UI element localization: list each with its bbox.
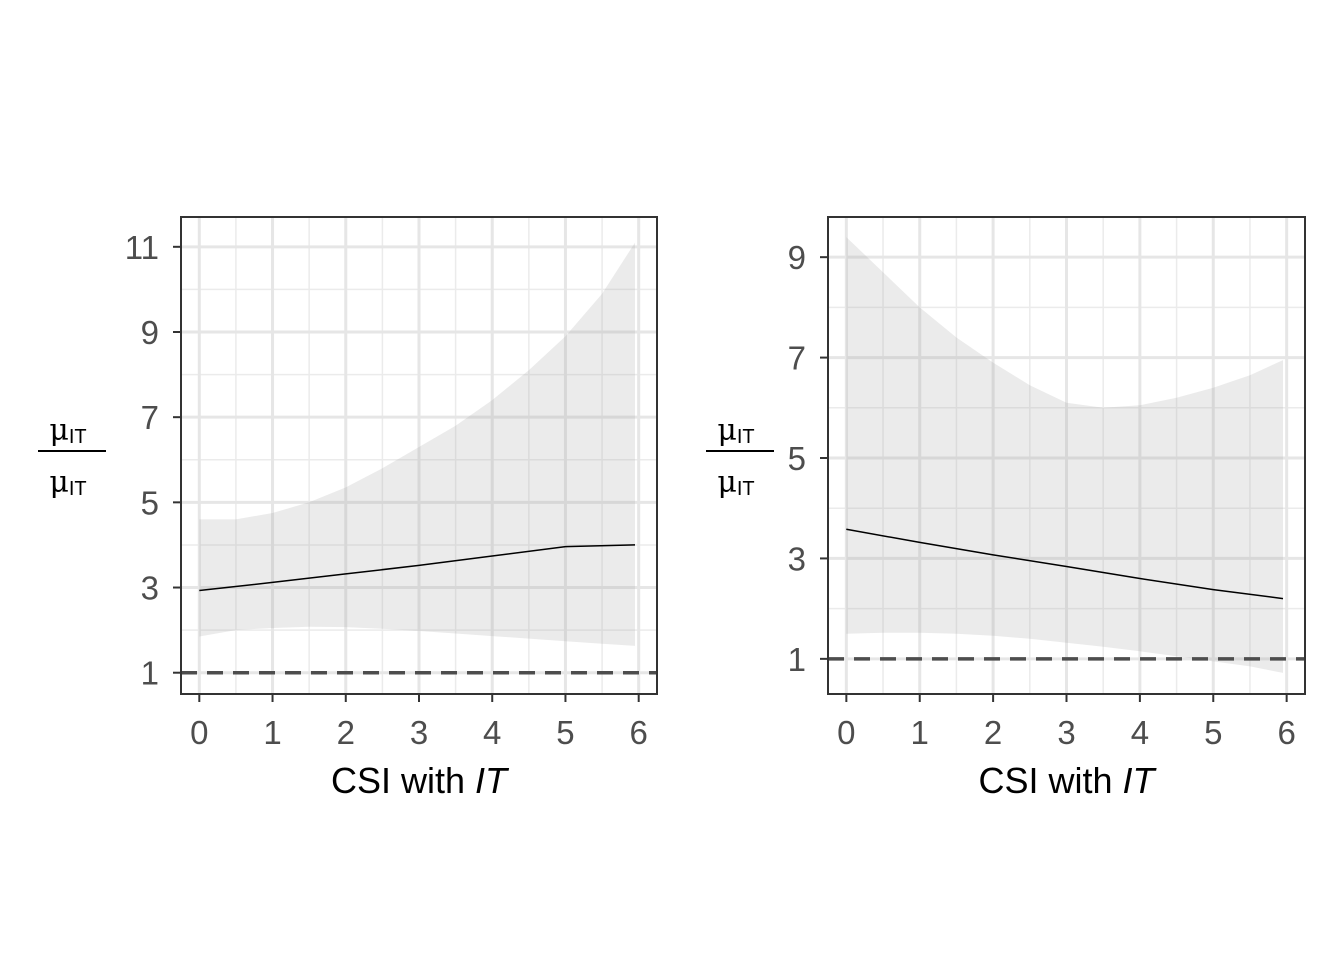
fitted-line: [846, 528, 1284, 600]
confidence-band: [846, 237, 1283, 673]
x-axis-title-italic: IT: [475, 760, 510, 801]
x-tick-label: 5: [556, 714, 574, 751]
y-tick-label: 11: [125, 229, 159, 266]
x-tick-label: 1: [263, 714, 281, 751]
x-tick-label: 1: [911, 714, 929, 751]
x-axis-title-italic: IT: [1123, 760, 1158, 801]
y-tick-label: 5: [788, 440, 806, 477]
y-tick-label: 1: [788, 641, 806, 678]
denominator-symbol: μ: [717, 465, 737, 500]
x-tick-label: 5: [1204, 714, 1222, 751]
denominator-subscript: IT: [737, 478, 755, 500]
confidence-band: [199, 242, 636, 646]
grid: [828, 217, 1305, 694]
x-tick-label: 4: [483, 714, 501, 751]
y-tick-label: 7: [141, 399, 159, 436]
y-axis-title-denominator: μIT: [49, 465, 86, 500]
x-tick-label: 0: [837, 714, 855, 751]
y-axis-title-numerator: μIT: [717, 413, 754, 448]
x-axis-title-text: CSI with: [978, 760, 1122, 801]
y-tick-label: 7: [788, 340, 806, 377]
numerator-symbol: μ: [49, 413, 69, 448]
fitted-line: [199, 544, 636, 592]
denominator-symbol: μ: [49, 465, 69, 500]
x-tick-label: 3: [410, 714, 428, 751]
y-tick-label: 9: [141, 314, 159, 351]
numerator-subscript: IT: [737, 426, 755, 448]
x-tick-label: 3: [1057, 714, 1075, 751]
y-tick-label: 1: [141, 655, 159, 692]
x-tick-label: 6: [630, 714, 648, 751]
x-tick-label: 4: [1131, 714, 1149, 751]
y-tick-label: 3: [141, 570, 159, 607]
numerator-symbol: μ: [717, 413, 737, 448]
y-tick-label: 9: [788, 239, 806, 276]
x-axis-title-text: CSI with: [331, 760, 475, 801]
x-tick-label: 2: [337, 714, 355, 751]
y-axis-title-numerator: μIT: [49, 413, 86, 448]
denominator-subscript: IT: [69, 478, 87, 500]
x-tick-label: 0: [190, 714, 208, 751]
y-tick-label: 3: [788, 540, 806, 577]
x-tick-label: 2: [984, 714, 1002, 751]
x-axis-title: CSI with IT: [331, 760, 510, 801]
x-axis-title: CSI with IT: [978, 760, 1157, 801]
numerator-subscript: IT: [69, 426, 87, 448]
y-axis-title-denominator: μIT: [717, 465, 754, 500]
x-tick-label: 6: [1277, 714, 1295, 751]
y-tick-label: 5: [141, 484, 159, 521]
